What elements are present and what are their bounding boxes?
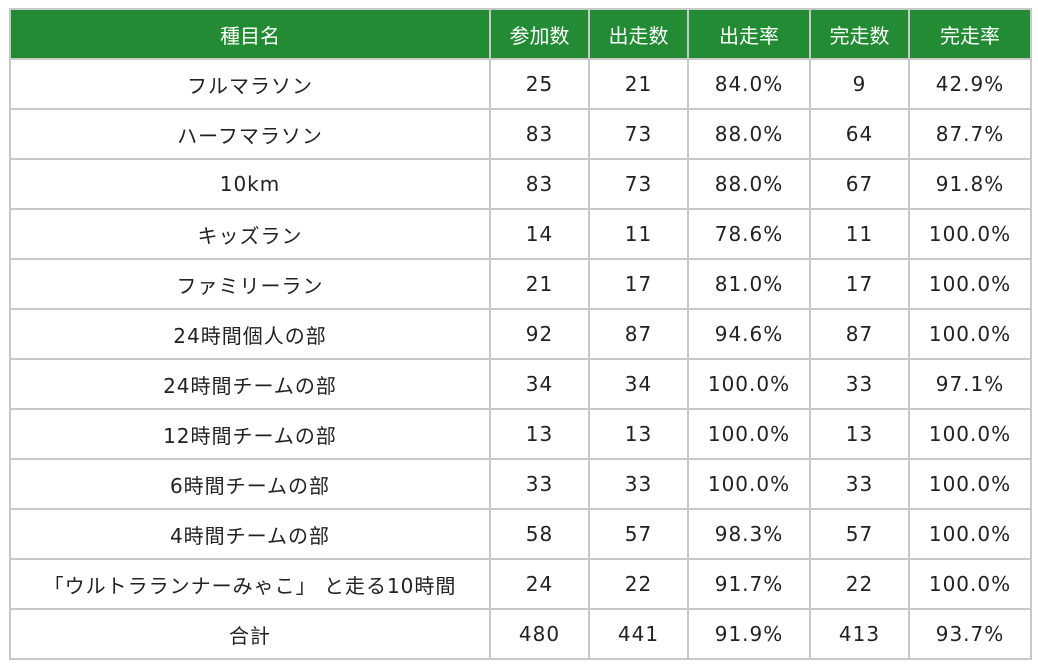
cell-finishers: 17 (809, 258, 910, 310)
table-header-row: 種目名 参加数 出走数 出走率 完走数 完走率 (9, 8, 1032, 60)
table-total-row: 合計 480 441 91.9% 413 93.7% (9, 608, 1032, 660)
cell-finish-rate: 97.1% (908, 358, 1032, 410)
cell-starters: 33 (588, 458, 689, 510)
cell-entries: 58 (489, 508, 590, 560)
cell-entries: 21 (489, 258, 590, 310)
table-row: ハーフマラソン 83 73 88.0% 64 87.7% (9, 108, 1032, 160)
cell-finishers: 67 (809, 158, 910, 210)
cell-starters: 13 (588, 408, 689, 460)
cell-starters: 21 (588, 58, 689, 110)
cell-finish-rate: 100.0% (908, 408, 1032, 460)
table-row: 10km 83 73 88.0% 67 91.8% (9, 158, 1032, 210)
cell-starters: 73 (588, 108, 689, 160)
cell-start-rate: 100.0% (687, 458, 811, 510)
cell-start-rate: 88.0% (687, 158, 811, 210)
cell-finish-rate: 100.0% (908, 458, 1032, 510)
cell-start-rate: 100.0% (687, 358, 811, 410)
cell-event-name: 10km (9, 158, 491, 210)
header-starters: 出走数 (588, 8, 689, 60)
cell-finish-rate: 100.0% (908, 208, 1032, 260)
cell-entries: 83 (489, 108, 590, 160)
header-entries: 参加数 (489, 8, 590, 60)
cell-start-rate: 100.0% (687, 408, 811, 460)
cell-finish-rate: 100.0% (908, 258, 1032, 310)
cell-event-name: 12時間チームの部 (9, 408, 491, 460)
cell-starters: 87 (588, 308, 689, 360)
header-start-rate: 出走率 (687, 8, 811, 60)
cell-start-rate: 84.0% (687, 58, 811, 110)
cell-starters: 57 (588, 508, 689, 560)
results-table-container: 種目名 参加数 出走数 出走率 完走数 完走率 フルマラソン 25 21 84.… (9, 8, 1032, 660)
table-row: 12時間チームの部 13 13 100.0% 13 100.0% (9, 408, 1032, 460)
cell-finish-rate: 100.0% (908, 508, 1032, 560)
cell-finishers: 87 (809, 308, 910, 360)
cell-finish-rate: 87.7% (908, 108, 1032, 160)
cell-event-name: 4時間チームの部 (9, 508, 491, 560)
cell-finishers: 13 (809, 408, 910, 460)
table-row: フルマラソン 25 21 84.0% 9 42.9% (9, 58, 1032, 110)
cell-entries: 34 (489, 358, 590, 410)
cell-entries: 25 (489, 58, 590, 110)
table-row: 4時間チームの部 58 57 98.3% 57 100.0% (9, 508, 1032, 560)
cell-entries: 14 (489, 208, 590, 260)
table-row: ファミリーラン 21 17 81.0% 17 100.0% (9, 258, 1032, 310)
cell-finishers: 57 (809, 508, 910, 560)
cell-start-rate: 78.6% (687, 208, 811, 260)
header-finish-rate: 完走率 (908, 8, 1032, 60)
cell-finish-rate: 42.9% (908, 58, 1032, 110)
cell-event-name: 「ウルトラランナーみゃこ」 と走る10時間 (9, 558, 491, 610)
cell-start-rate: 98.3% (687, 508, 811, 560)
cell-event-name: 6時間チームの部 (9, 458, 491, 510)
cell-finishers: 22 (809, 558, 910, 610)
cell-event-name: フルマラソン (9, 58, 491, 110)
cell-entries: 13 (489, 408, 590, 460)
cell-total-starters: 441 (588, 608, 689, 660)
race-results-table: 種目名 参加数 出走数 出走率 完走数 完走率 フルマラソン 25 21 84.… (9, 8, 1032, 660)
table-row: 24時間個人の部 92 87 94.6% 87 100.0% (9, 308, 1032, 360)
cell-event-name: 24時間チームの部 (9, 358, 491, 410)
cell-finish-rate: 100.0% (908, 308, 1032, 360)
table-row: 24時間チームの部 34 34 100.0% 33 97.1% (9, 358, 1032, 410)
cell-total-finishers: 413 (809, 608, 910, 660)
cell-event-name: 24時間個人の部 (9, 308, 491, 360)
cell-starters: 17 (588, 258, 689, 310)
cell-total-finish-rate: 93.7% (908, 608, 1032, 660)
cell-total-entries: 480 (489, 608, 590, 660)
cell-starters: 34 (588, 358, 689, 410)
cell-starters: 22 (588, 558, 689, 610)
cell-finishers: 9 (809, 58, 910, 110)
cell-finishers: 11 (809, 208, 910, 260)
cell-finish-rate: 91.8% (908, 158, 1032, 210)
cell-finishers: 33 (809, 358, 910, 410)
cell-total-label: 合計 (9, 608, 491, 660)
cell-starters: 73 (588, 158, 689, 210)
table-row: 6時間チームの部 33 33 100.0% 33 100.0% (9, 458, 1032, 510)
cell-starters: 11 (588, 208, 689, 260)
cell-event-name: キッズラン (9, 208, 491, 260)
cell-start-rate: 81.0% (687, 258, 811, 310)
table-row: 「ウルトラランナーみゃこ」 と走る10時間 24 22 91.7% 22 100… (9, 558, 1032, 610)
cell-total-start-rate: 91.9% (687, 608, 811, 660)
cell-finishers: 33 (809, 458, 910, 510)
header-finishers: 完走数 (809, 8, 910, 60)
cell-finishers: 64 (809, 108, 910, 160)
table-row: キッズラン 14 11 78.6% 11 100.0% (9, 208, 1032, 260)
cell-entries: 92 (489, 308, 590, 360)
cell-start-rate: 91.7% (687, 558, 811, 610)
cell-start-rate: 94.6% (687, 308, 811, 360)
cell-entries: 33 (489, 458, 590, 510)
cell-finish-rate: 100.0% (908, 558, 1032, 610)
cell-start-rate: 88.0% (687, 108, 811, 160)
cell-event-name: ハーフマラソン (9, 108, 491, 160)
header-event-name: 種目名 (9, 8, 491, 60)
cell-entries: 24 (489, 558, 590, 610)
cell-event-name: ファミリーラン (9, 258, 491, 310)
cell-entries: 83 (489, 158, 590, 210)
